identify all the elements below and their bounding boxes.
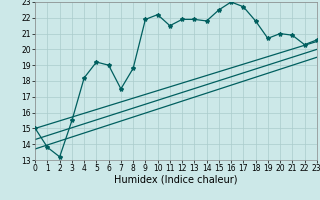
X-axis label: Humidex (Indice chaleur): Humidex (Indice chaleur) xyxy=(114,175,238,185)
